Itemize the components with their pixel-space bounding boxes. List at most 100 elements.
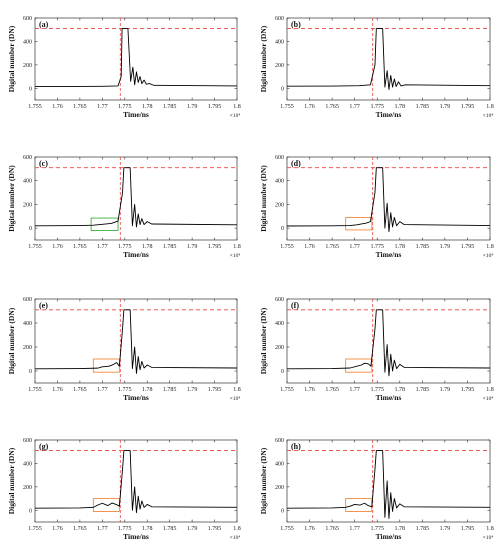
x-tick-label: 1.785: [416, 387, 430, 393]
x-tick-label: 1.755: [28, 104, 42, 110]
x-tick-label: 1.755: [28, 244, 42, 250]
y-tick-label: 200: [23, 485, 32, 491]
x-axis-label: Time/ns: [123, 393, 149, 402]
x-exponent: ×10⁴: [483, 396, 494, 402]
y-tick-label: 0: [29, 508, 32, 514]
roi-box: [345, 358, 373, 373]
y-tick-label: 0: [281, 508, 284, 514]
y-tick-label: 600: [23, 438, 32, 444]
signal-line: [34, 309, 238, 374]
roi-box: [92, 358, 120, 373]
x-exponent: ×10⁴: [483, 113, 494, 119]
x-tick-label: 1.775: [118, 104, 132, 110]
y-tick-label: 200: [23, 345, 32, 351]
y-tick-label: 600: [23, 16, 32, 22]
panel-d: 1.755 1.76 1.765 1.77 1.775 1.78 1.785 1.79 1.79…: [259, 155, 494, 259]
x-tick-label: 1.775: [370, 104, 384, 110]
y-tick-label: 600: [23, 297, 32, 303]
x-tick-label: 1.79: [187, 104, 198, 110]
y-tick-label: 600: [275, 16, 284, 22]
y-tick-label: 400: [23, 179, 32, 185]
panel-h: 1.755 1.76 1.765 1.77 1.775 1.78 1.785 1.79 1.79…: [259, 438, 494, 541]
x-axis-label: Time/ns: [123, 250, 149, 259]
x-tick-label: 1.765: [73, 387, 87, 393]
y-tick-label: 200: [23, 63, 32, 69]
y-tick-label: 0: [281, 226, 284, 232]
x-exponent: ×10⁴: [483, 535, 494, 541]
x-tick-label: 1.765: [325, 244, 339, 250]
x-tick-label: 1.78: [142, 526, 153, 532]
x-tick-label: 1.79: [440, 387, 451, 393]
x-tick-label: 1.785: [416, 104, 430, 110]
x-tick-label: 1.775: [370, 244, 384, 250]
y-tick-label: 400: [275, 461, 284, 467]
signal-line: [34, 167, 238, 228]
x-tick-label: 1.795: [208, 104, 222, 110]
signal-line: [34, 28, 238, 87]
x-tick-label: 1.765: [325, 526, 339, 532]
x-tick-label: 1.76: [52, 104, 63, 110]
y-tick-label: 400: [23, 321, 32, 327]
x-tick-label: 1.775: [118, 387, 132, 393]
x-tick-label: 1.795: [461, 526, 475, 532]
x-tick-label: 1.795: [461, 387, 475, 393]
signal-line: [286, 309, 491, 377]
x-tick-label: 1.795: [208, 526, 222, 532]
x-tick-label: 1.79: [187, 387, 198, 393]
y-tick-label: 600: [275, 297, 284, 303]
plot-frame: [34, 17, 238, 101]
panel-g: 1.755 1.76 1.765 1.77 1.775 1.78 1.785 1.79 1.79…: [7, 438, 241, 541]
x-tick-label: 1.785: [163, 387, 177, 393]
x-tick-label: 1.78: [142, 387, 153, 393]
panel-label: (b): [291, 20, 301, 29]
x-tick-label: 1.76: [52, 387, 63, 393]
x-tick-label: 1.775: [118, 526, 132, 532]
x-tick-label: 1.785: [163, 526, 177, 532]
signal-line: [286, 167, 491, 233]
y-tick-label: 200: [275, 485, 284, 491]
x-tick-label: 1.8: [233, 104, 241, 110]
y-tick-label: 400: [275, 179, 284, 185]
x-tick-label: 1.78: [142, 244, 153, 250]
x-tick-label: 1.76: [304, 526, 315, 532]
y-tick-label: 200: [275, 202, 284, 208]
x-tick-label: 1.785: [163, 104, 177, 110]
x-tick-label: 1.77: [97, 104, 108, 110]
x-tick-label: 1.785: [163, 244, 177, 250]
y-tick-label: 200: [275, 345, 284, 351]
x-tick-label: 1.755: [280, 244, 294, 250]
x-axis-label: Time/ns: [376, 110, 402, 119]
x-tick-label: 1.77: [97, 526, 108, 532]
x-tick-label: 1.79: [440, 526, 451, 532]
y-tick-label: 400: [275, 39, 284, 45]
plot-frame: [34, 439, 238, 523]
y-axis-label: Digital number (DN): [7, 447, 16, 514]
plot-frame: [34, 156, 238, 241]
x-tick-label: 1.76: [52, 526, 63, 532]
panel-label: (a): [39, 20, 49, 29]
x-tick-label: 1.76: [52, 244, 63, 250]
x-tick-label: 1.755: [28, 526, 42, 532]
y-tick-label: 200: [23, 202, 32, 208]
signal-line: [34, 450, 238, 514]
x-tick-label: 1.77: [97, 387, 108, 393]
x-tick-label: 1.77: [97, 244, 108, 250]
x-tick-label: 1.755: [280, 104, 294, 110]
y-tick-label: 0: [281, 86, 284, 92]
x-axis-label: Time/ns: [376, 532, 402, 541]
panel-c: 1.755 1.76 1.765 1.77 1.775 1.78 1.785 1.79 1.79…: [7, 155, 241, 259]
plot-frame: [286, 298, 491, 384]
panel-e: 1.755 1.76 1.765 1.77 1.775 1.78 1.785 1.79 1.79…: [7, 297, 241, 402]
x-axis-label: Time/ns: [376, 250, 402, 259]
plot-frame: [286, 17, 491, 101]
x-exponent: ×10⁴: [230, 113, 241, 119]
panel-label: (d): [291, 159, 301, 168]
x-exponent: ×10⁴: [230, 396, 241, 402]
x-tick-label: 1.8: [486, 244, 494, 250]
x-tick-label: 1.795: [208, 244, 222, 250]
x-axis-label: Time/ns: [123, 110, 149, 119]
x-exponent: ×10⁴: [230, 535, 241, 541]
x-tick-label: 1.8: [233, 526, 241, 532]
x-tick-label: 1.77: [349, 387, 360, 393]
